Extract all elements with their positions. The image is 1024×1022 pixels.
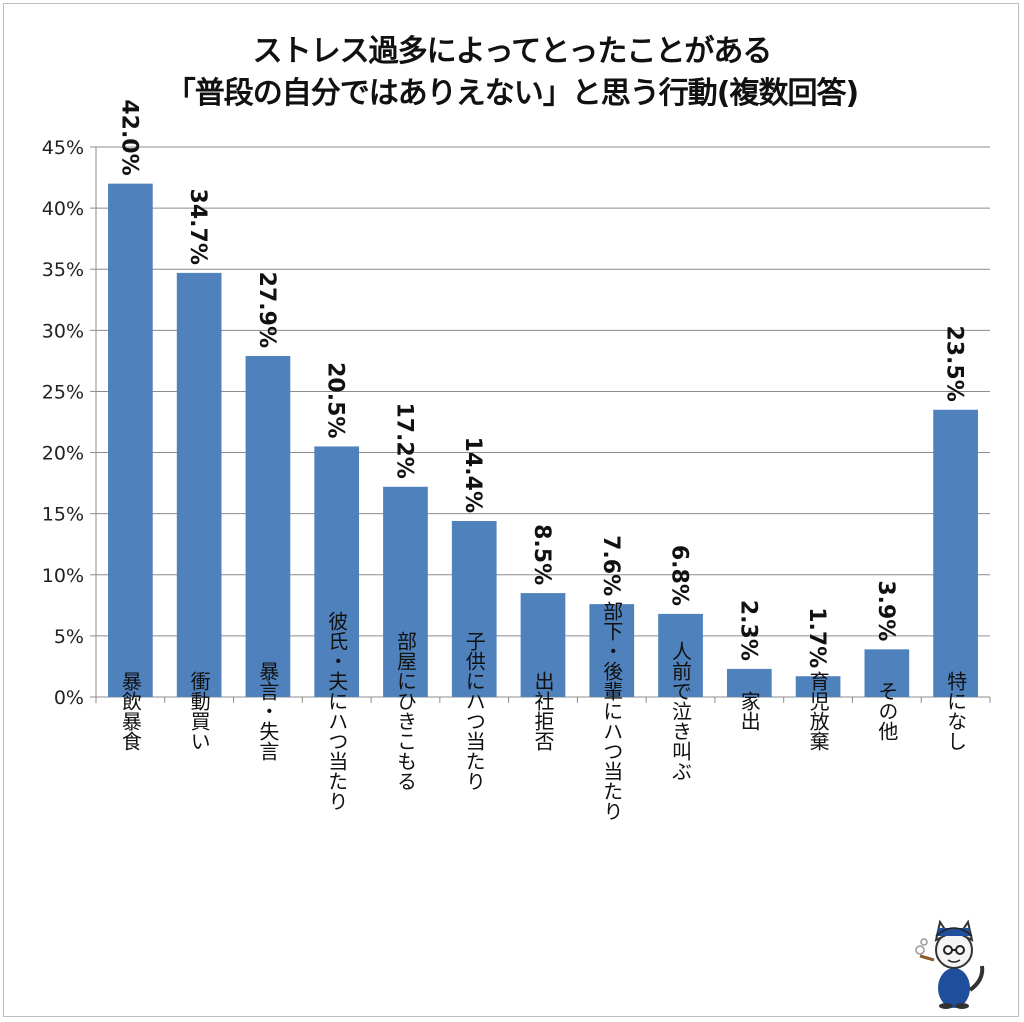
category-label: 子供にハつ当たり <box>462 631 486 791</box>
y-tick-label: 15% <box>42 504 84 526</box>
y-tick-label: 20% <box>42 443 84 465</box>
category-label: 暴言・失言 <box>256 661 280 761</box>
bar <box>795 676 841 697</box>
category-label: 部下・後輩にハつ当たり <box>600 601 624 821</box>
data-label: 14.4% <box>460 437 485 513</box>
category-label: 出社拒否 <box>531 671 555 751</box>
y-tick-label: 5% <box>54 626 84 648</box>
chart-title: ストレス過多によってとったことがある <box>252 34 773 69</box>
y-tick-label: 40% <box>42 198 84 220</box>
y-tick-label: 45% <box>42 137 84 159</box>
bar <box>245 356 291 697</box>
y-tick-label: 10% <box>42 565 84 587</box>
data-label: 42.0% <box>116 99 141 175</box>
category-label: 衝動買い <box>187 671 211 751</box>
y-tick-label: 25% <box>42 381 84 403</box>
category-label: 部屋にひきこもる <box>393 631 417 791</box>
data-label: 6.8% <box>667 545 692 606</box>
data-label: 27.9% <box>254 272 279 348</box>
bar <box>108 183 153 697</box>
y-tick-label: 35% <box>42 259 84 281</box>
bar <box>520 593 566 697</box>
bar <box>176 272 222 697</box>
category-label: 暴飲暴食 <box>118 671 142 751</box>
data-label: 20.5% <box>323 362 348 438</box>
category-label: その他 <box>875 681 899 741</box>
chart-subtitle: 「普段の自分ではありえない」と思う行動(複数回答) <box>165 76 859 111</box>
cat-mascot-icon <box>915 919 985 1009</box>
y-tick-label: 0% <box>54 687 84 709</box>
y-axis: 0% 5% 10% 15% 20% 25% 30% 35% 40% 45% <box>42 137 991 709</box>
bar <box>451 521 497 697</box>
bar <box>314 446 360 697</box>
chart-frame <box>3 3 1019 1017</box>
category-label: 特になし <box>944 671 968 751</box>
data-label: 1.7% <box>804 607 829 668</box>
bar <box>589 604 635 697</box>
bars <box>108 183 978 697</box>
data-labels: 42.0% 34.7% 27.9% 20.5% 17.2% 14.4% 8.5% 7.6% 6.… <box>116 99 966 668</box>
data-label: 2.3% <box>735 600 760 661</box>
bar <box>933 409 978 697</box>
bar <box>383 486 428 697</box>
category-label: 彼氏・夫にハつ当たり <box>325 611 349 811</box>
bar <box>658 613 703 697</box>
data-label: 7.6% <box>598 535 623 596</box>
category-label: 育児放棄 <box>806 671 830 751</box>
y-tick-label: 30% <box>42 320 84 342</box>
data-label: 8.5% <box>529 524 554 585</box>
bar <box>726 668 772 697</box>
data-label: 34.7% <box>185 189 210 265</box>
category-label: 人前で泣き叫ぶ <box>669 641 693 781</box>
data-label: 3.9% <box>873 580 898 641</box>
data-label: 23.5% <box>942 325 967 401</box>
category-labels: 暴飲暴食 衝動買い 暴言・失言 彼氏・夫にハつ当たり 部屋にひきこもる 子供にハつ当たり 出… <box>118 601 967 821</box>
category-label: 家出 <box>737 691 761 731</box>
data-label: 17.2% <box>391 402 416 478</box>
bar <box>864 649 910 697</box>
